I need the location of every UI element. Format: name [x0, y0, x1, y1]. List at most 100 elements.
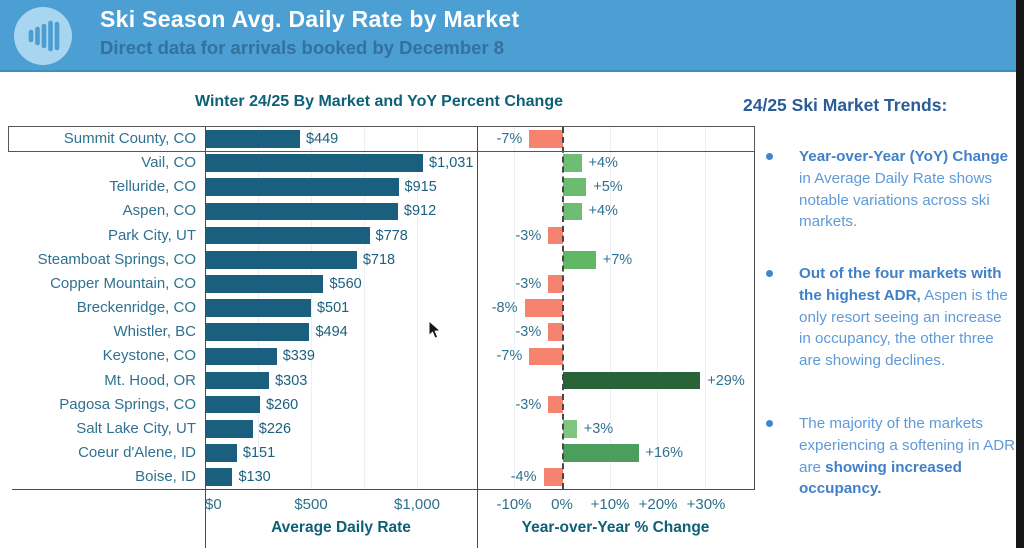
bullet-dot-icon	[766, 270, 773, 277]
yoy-bar	[562, 371, 701, 390]
yoy-tick: +10%	[590, 496, 630, 513]
market-row: Vail, CO $1,031 +4%	[0, 151, 755, 175]
screen-edge-strip	[1016, 0, 1024, 548]
adr-value-label: $303	[275, 372, 308, 389]
trend-text-segment: Year-over-Year (YoY) Change	[799, 148, 1009, 165]
arrow-pointer-icon	[428, 319, 443, 346]
yoy-axis-title: Year-over-Year % Change	[521, 519, 710, 536]
yoy-bar	[524, 299, 563, 317]
panel-divider-line	[477, 127, 478, 548]
market-row: Pagosa Springs, CO $260 -3%	[0, 393, 755, 417]
adr-bar	[205, 468, 233, 486]
bullet-dot-icon	[766, 153, 773, 160]
market-row: Aspen, CO $912 +4%	[0, 199, 755, 223]
adr-value-label: $260	[265, 396, 299, 413]
adr-tick: $1,000	[394, 496, 440, 513]
market-label: Breckenridge, CO	[76, 299, 196, 317]
trend-text-segment: Aspen is the only resort seeing an incre…	[799, 286, 1008, 370]
adr-value-label: $226	[258, 420, 292, 437]
yoy-tick: +30%	[686, 496, 726, 513]
adr-bar	[205, 347, 277, 366]
adr-axis-line	[205, 127, 206, 548]
adr-value-label: $130	[238, 469, 271, 486]
adr-bar	[205, 178, 399, 197]
market-label: Coeur d'Alene, ID	[78, 443, 196, 461]
adr-axis-title: Average Daily Rate	[271, 519, 411, 536]
market-row: Steamboat Springs, CO $718 +7%	[0, 248, 755, 272]
trend-text-segment: Out of the four markets with the highest…	[799, 265, 1002, 304]
yoy-bar	[548, 226, 563, 245]
market-row: Whistler, BC $494 -3%	[0, 320, 755, 344]
adr-value-label: $449	[305, 131, 339, 147]
yoy-bar	[562, 250, 596, 269]
market-row: Mt. Hood, OR $303 +29%	[0, 369, 755, 393]
adr-value-label: $778	[375, 227, 408, 244]
chart-title: Winter 24/25 By Market and YoY Percent C…	[195, 93, 563, 110]
market-label: Copper Mountain, CO	[50, 274, 196, 292]
market-label: Keystone, CO	[102, 347, 196, 365]
adr-value-label: $912	[403, 203, 437, 220]
adr-value-label: $151	[242, 444, 276, 461]
adr-value-label: $718	[362, 251, 396, 268]
chart-right-border	[754, 127, 755, 490]
header-bar: Ski Season Avg. Daily Rate by Market Dir…	[0, 0, 1016, 72]
adr-bar	[205, 419, 253, 438]
adr-value-label: $339	[282, 348, 315, 365]
adr-bar	[205, 444, 237, 462]
yoy-value-label: +4%	[588, 155, 618, 172]
market-row: Summit County, CO $449 -7%	[0, 127, 755, 151]
yoy-tick: +20%	[638, 496, 678, 513]
market-label: Vail, CO	[141, 154, 196, 172]
gridline	[311, 127, 312, 489]
trend-bullet-text: The majority of the markets experiencing…	[799, 413, 1017, 500]
trend-bullet-text: Out of the four markets with the highest…	[799, 263, 1017, 372]
yoy-value-label: -3%	[515, 396, 542, 413]
x-axis-baseline	[12, 489, 755, 490]
yoy-value-label: +29%	[707, 372, 745, 389]
adr-tick: $0	[205, 496, 222, 513]
yoy-value-label: -7%	[496, 348, 523, 365]
page-title: Ski Season Avg. Daily Rate by Market	[100, 6, 520, 32]
yoy-bar	[562, 178, 587, 197]
adr-bar	[205, 371, 270, 390]
market-row: Park City, UT $778 -3%	[0, 224, 755, 248]
yoy-bar	[562, 444, 639, 462]
yoy-bar	[548, 395, 563, 414]
yoy-bar	[548, 275, 563, 293]
trend-text-segment: The majority of the markets experiencing…	[799, 415, 1016, 476]
gridline	[705, 127, 706, 489]
market-label: Mt. Hood, OR	[104, 371, 196, 389]
gridline	[657, 127, 658, 489]
market-label: Park City, UT	[107, 226, 196, 244]
adr-bar	[205, 323, 310, 341]
highlight-box-summit-county	[8, 126, 755, 152]
yoy-value-label: -8%	[491, 300, 518, 317]
yoy-zero-line	[561, 127, 564, 489]
adr-value-label: $501	[316, 300, 350, 317]
adr-bar	[205, 275, 324, 293]
adr-value-label: $1,031	[429, 155, 474, 172]
page-subtitle: Direct data for arrivals booked by Decem…	[100, 37, 505, 58]
yoy-bar	[562, 154, 582, 172]
adr-value-label: $560	[329, 275, 362, 292]
gridline	[610, 127, 611, 489]
adr-bar	[205, 250, 357, 269]
market-label: Salt Lake City, UT	[76, 419, 196, 437]
market-label: Pagosa Springs, CO	[59, 395, 196, 413]
market-label: Summit County, CO	[63, 130, 196, 147]
yoy-value-label: -3%	[515, 227, 542, 244]
yoy-bar	[562, 419, 577, 438]
gridline	[417, 127, 418, 489]
adr-bar	[205, 154, 424, 172]
yoy-value-label: -7%	[496, 131, 523, 147]
trend-text-segment: showing increased occupancy.	[799, 458, 962, 498]
yoy-value-label: +7%	[602, 251, 633, 268]
market-label: Boise, ID	[135, 468, 196, 486]
gridline	[514, 127, 515, 489]
yoy-bar	[529, 347, 563, 366]
yoy-value-label: +3%	[583, 420, 614, 437]
yoy-value-label: -4%	[510, 469, 537, 486]
yoy-value-label: -3%	[515, 275, 542, 292]
market-row: Telluride, CO $915 +5%	[0, 175, 755, 199]
market-row: Breckenridge, CO $501 -8%	[0, 296, 755, 320]
